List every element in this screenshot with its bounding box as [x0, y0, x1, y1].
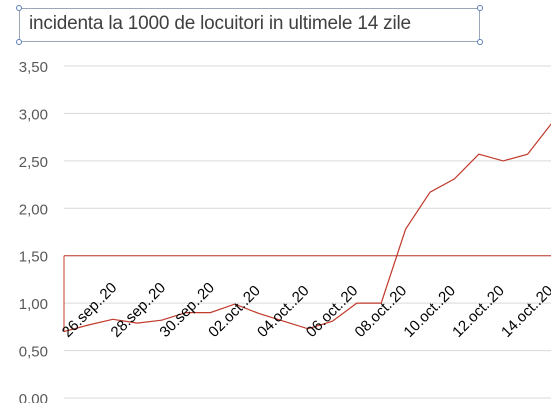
resize-handle-top-left[interactable]	[16, 5, 22, 11]
x-tick-label: 08.oct..20	[352, 282, 411, 341]
resize-handle-top-right[interactable]	[477, 5, 483, 11]
chart-title-box[interactable]: incidenta la 1000 de locuitori in ultime…	[16, 5, 483, 45]
resize-handle-bottom-right[interactable]	[477, 39, 483, 45]
y-tick-label: 0,50	[19, 344, 48, 361]
y-tick-label: 2,00	[19, 201, 48, 218]
y-tick-label: 0,00	[19, 391, 48, 403]
x-tick-label: 10.oct..20	[400, 282, 459, 341]
x-tick-label: 12.oct..20	[449, 282, 508, 341]
y-tick-label: 2,50	[19, 154, 48, 171]
y-tick-label: 3,00	[19, 106, 48, 123]
y-tick-label: 1,00	[19, 296, 48, 313]
y-tick-label: 3,50	[19, 59, 48, 76]
chart-title: incidenta la 1000 de locuitori in ultime…	[29, 13, 411, 34]
x-tick-label: 04.oct..20	[254, 282, 313, 341]
y-tick-label: 1,50	[19, 249, 48, 266]
series-line	[63, 123, 551, 333]
x-tick-label: 14.oct..20	[498, 282, 551, 341]
resize-handle-bottom-left[interactable]	[16, 39, 22, 45]
x-tick-label: 06.oct..20	[303, 282, 362, 341]
